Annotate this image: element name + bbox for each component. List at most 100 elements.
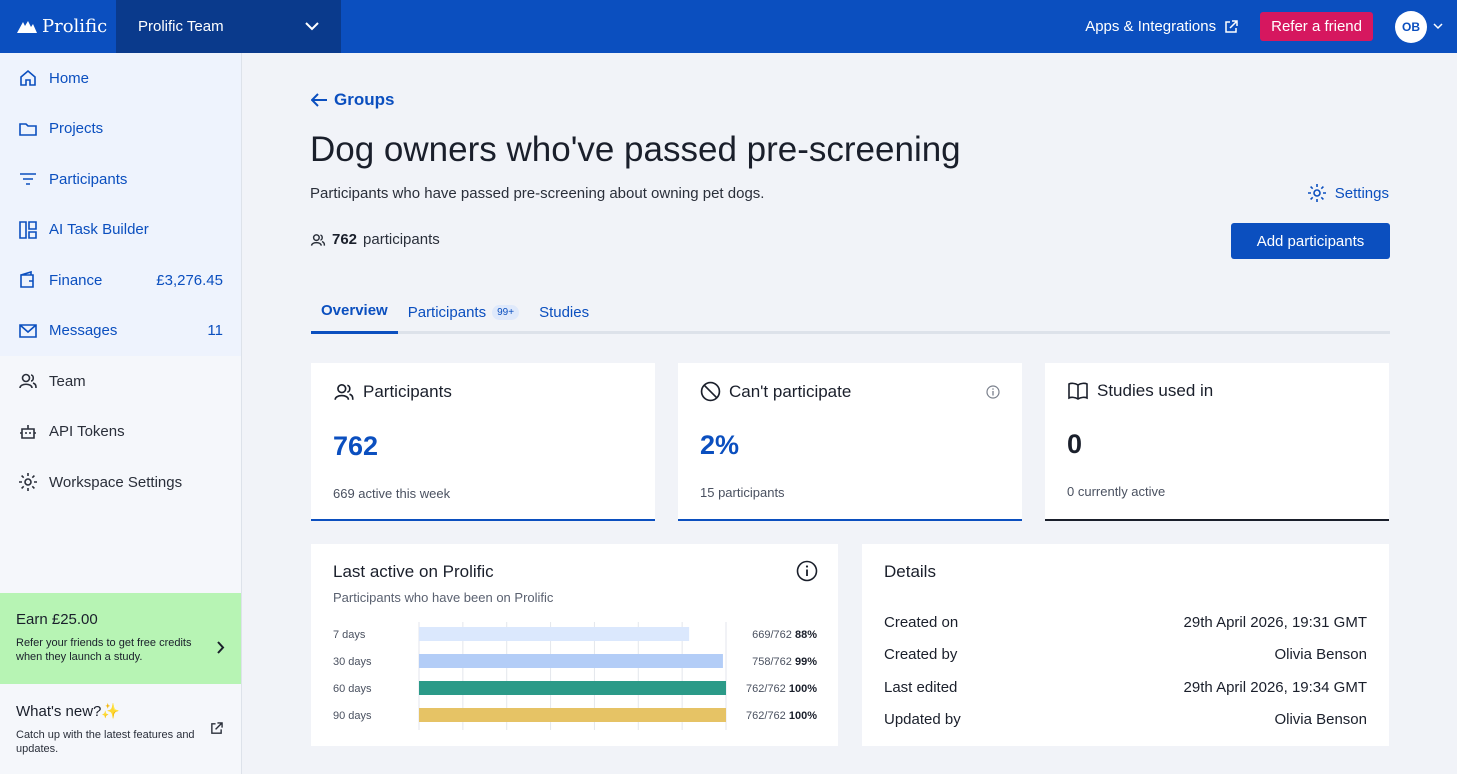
details-value: Olivia Benson [1274, 711, 1367, 729]
earn-title: Earn £25.00 [16, 611, 98, 628]
earn-text: Refer your friends to get free credits w… [16, 637, 192, 663]
sidebar-item-ai-task-builder[interactable]: AI Task Builder [0, 205, 241, 256]
filter-icon [18, 169, 38, 189]
tab-participants[interactable]: Participants 99+ [398, 290, 529, 334]
people-icon [334, 384, 354, 400]
chart-count-label: 762/762 [746, 683, 789, 695]
team-name: Prolific Team [138, 18, 224, 35]
layout-icon [18, 220, 38, 240]
sidebar-item-participants[interactable]: Participants [0, 154, 241, 205]
sidebar-item-label: Finance [49, 271, 103, 289]
tab-label: Participants [407, 303, 487, 321]
stat-value: 0 [1067, 429, 1083, 459]
sidebar-item-projects[interactable]: Projects [0, 104, 241, 155]
earn-referral-banner[interactable]: Earn £25.00 Refer your friends to get fr… [0, 593, 241, 684]
chevron-right-icon [217, 641, 225, 654]
settings-link[interactable]: Settings [1307, 183, 1389, 203]
stat-subtext: 0 currently active [1067, 484, 1166, 499]
chart-count-label: 758/762 [752, 656, 795, 668]
sidebar-item-workspace-settings[interactable]: Workspace Settings [0, 457, 241, 508]
avatar[interactable]: OB [1395, 10, 1427, 43]
gear-icon [1307, 184, 1326, 202]
book-icon [1068, 382, 1088, 400]
tab-label: Overview [321, 302, 388, 319]
chart-count-label: 669/762 [752, 629, 795, 641]
logo-text: Prolific [42, 16, 108, 37]
details-value: Olivia Benson [1274, 646, 1367, 664]
sidebar-item-api-tokens[interactable]: API Tokens [0, 407, 241, 458]
sidebar-item-team[interactable]: Team [0, 356, 241, 407]
stat-card-participants: Participants 762 669 active this week [311, 363, 655, 521]
chart-category-label: 7 days [333, 629, 366, 641]
details-row: Created by Olivia Benson [884, 639, 1367, 672]
add-participants-button[interactable]: Add participants [1231, 223, 1390, 259]
back-label: Groups [334, 90, 395, 109]
whats-new-panel[interactable]: What's new?✨ Catch up with the latest fe… [0, 684, 241, 774]
top-bar: Prolific Prolific Team Apps & Integratio… [0, 0, 1457, 53]
stat-value: 2% [700, 430, 740, 460]
prolific-logo[interactable]: Prolific [0, 0, 116, 53]
chart-bar [419, 681, 726, 695]
sidebar-item-messages[interactable]: Messages 11 [0, 306, 241, 357]
info-icon[interactable] [796, 560, 818, 582]
details-label: Updated by [884, 711, 961, 729]
whats-new-text: Catch up with the latest features and up… [16, 729, 195, 755]
stat-card-cant-participate: Can't participate 2% 15 participants [678, 363, 1022, 521]
chart-bar [419, 654, 723, 668]
back-to-groups-link[interactable]: Groups [311, 90, 394, 110]
participant-count-suffix: participants [363, 231, 440, 248]
external-link-icon [1225, 19, 1238, 33]
chart-bar [419, 708, 726, 722]
whats-new-title: What's new?✨ [16, 703, 121, 720]
people-icon [310, 233, 326, 246]
sidebar-item-label: Home [49, 69, 90, 87]
stat-title: Can't participate [729, 381, 852, 401]
chart-percent-label: 99% [795, 656, 817, 668]
sidebar-item-label: AI Task Builder [49, 221, 149, 239]
robot-icon [18, 422, 38, 442]
panel-subtitle: Participants who have been on Prolific [333, 590, 554, 605]
details-value: 29th April 2026, 19:31 GMT [1183, 613, 1367, 631]
stat-title: Studies used in [1097, 381, 1214, 400]
page-title: Dog owners who've passed pre-screening [310, 130, 961, 169]
chart-percent-label: 88% [795, 629, 817, 641]
info-icon[interactable] [986, 384, 1000, 399]
external-link-icon [210, 722, 223, 735]
sidebar: Home Projects Participants AI Task Build… [0, 53, 242, 774]
sidebar-item-finance[interactable]: Finance £3,276.45 [0, 255, 241, 306]
stat-subtext: 669 active this week [333, 486, 451, 501]
chart-percent-label: 100% [789, 710, 817, 722]
chart-category-label: 90 days [333, 710, 372, 722]
tab-overview[interactable]: Overview [311, 290, 398, 334]
details-label: Created on [884, 613, 959, 631]
chart-category-label: 60 days [333, 683, 372, 695]
chevron-down-icon [305, 22, 319, 31]
people-icon [18, 371, 38, 391]
apps-integrations-link[interactable]: Apps & Integrations [1085, 18, 1238, 35]
stat-title: Participants [363, 382, 452, 401]
chevron-down-icon[interactable] [1433, 23, 1443, 30]
sidebar-item-home[interactable]: Home [0, 53, 241, 104]
blocked-icon [700, 381, 721, 402]
sidebar-item-label: Workspace Settings [49, 473, 183, 491]
folder-icon [18, 119, 38, 139]
details-list: Created on 29th April 2026, 19:31 GMT Cr… [884, 606, 1367, 736]
chart-bar [419, 627, 690, 641]
chart-count-label: 762/762 [746, 710, 789, 722]
logo-icon [17, 20, 37, 33]
tab-studies[interactable]: Studies [529, 290, 599, 334]
refer-friend-button[interactable]: Refer a friend [1260, 12, 1373, 41]
gear-icon [18, 472, 38, 492]
sidebar-item-value: £3,276.45 [156, 271, 223, 289]
chart-category-label: 30 days [333, 656, 372, 668]
team-switcher[interactable]: Prolific Team [116, 0, 341, 53]
stat-subtext: 15 participants [700, 485, 785, 500]
stat-card-studies-used-in: Studies used in 0 0 currently active [1045, 363, 1389, 521]
tab-bar: Overview Participants 99+ Studies [311, 290, 1390, 334]
tab-badge: 99+ [492, 304, 520, 320]
page-description: Participants who have passed pre-screeni… [310, 185, 765, 202]
chart-value-label: 669/762 88% [752, 629, 817, 641]
sidebar-item-label: Projects [49, 120, 104, 138]
details-label: Last edited [884, 678, 958, 696]
apps-label: Apps & Integrations [1085, 18, 1217, 35]
